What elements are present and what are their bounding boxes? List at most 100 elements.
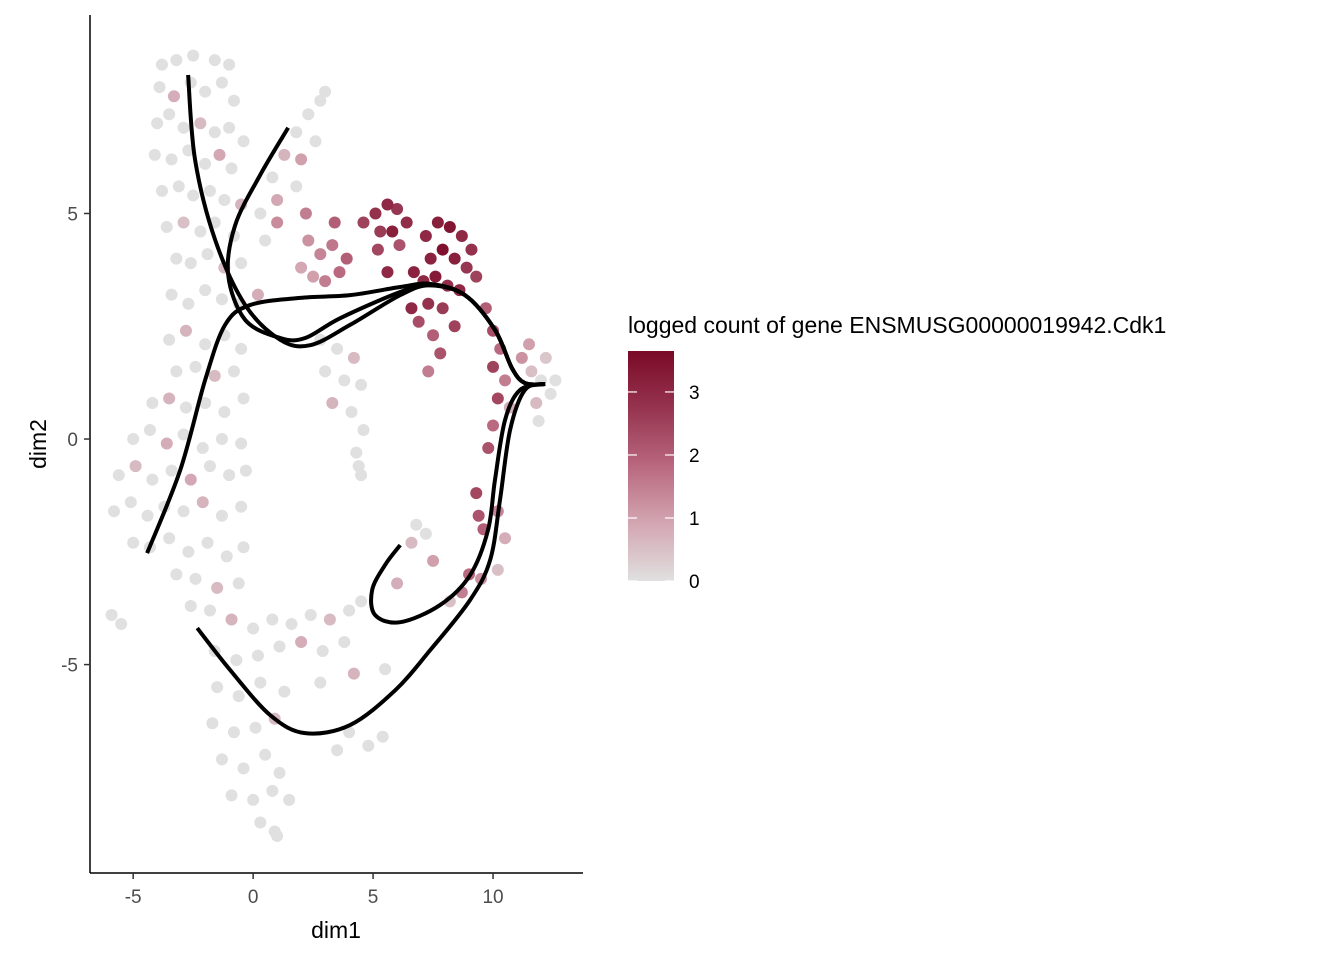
data-point <box>319 365 332 378</box>
data-point <box>523 338 536 351</box>
data-point <box>165 153 178 166</box>
data-point <box>424 252 437 265</box>
data-point <box>376 730 389 743</box>
data-point <box>278 148 291 161</box>
data-point <box>129 460 142 473</box>
data-point <box>338 374 351 387</box>
data-point <box>155 58 168 71</box>
data-point <box>304 608 317 621</box>
data-point <box>182 144 195 157</box>
data-point <box>539 351 552 364</box>
data-point <box>160 437 173 450</box>
data-point <box>412 315 425 328</box>
trajectory-curve <box>369 382 546 625</box>
data-point <box>419 230 432 243</box>
data-point <box>347 351 360 364</box>
data-point <box>381 266 394 279</box>
data-point <box>499 532 512 545</box>
data-point <box>362 739 375 752</box>
data-point <box>177 121 190 134</box>
data-point <box>273 766 286 779</box>
data-point <box>381 198 394 211</box>
data-point <box>237 541 250 554</box>
data-point <box>448 320 461 333</box>
data-point <box>472 509 485 522</box>
data-point <box>225 613 238 626</box>
data-point <box>465 243 478 256</box>
data-point <box>530 396 543 409</box>
data-point <box>369 207 382 220</box>
y-ticks: -5 0 5 <box>61 204 90 677</box>
data-point <box>184 599 197 612</box>
data-point <box>400 216 413 229</box>
data-point <box>146 396 159 409</box>
trajectory-curve <box>195 382 546 736</box>
data-point <box>326 396 339 409</box>
data-point <box>427 329 440 342</box>
data-point <box>235 257 248 270</box>
data-point <box>391 577 404 590</box>
data-point <box>290 180 303 193</box>
data-point <box>206 717 219 730</box>
data-point <box>290 126 303 139</box>
data-point <box>302 108 315 121</box>
data-point <box>247 793 260 806</box>
data-point <box>179 324 192 337</box>
y-tick-label: 5 <box>67 204 78 225</box>
data-point <box>182 297 195 310</box>
data-point <box>343 726 356 739</box>
data-point <box>203 184 216 197</box>
data-point <box>146 473 159 486</box>
data-point <box>220 550 233 563</box>
legend-tick-label: 1 <box>689 509 700 530</box>
data-point <box>379 663 392 676</box>
data-point <box>436 243 449 256</box>
data-point <box>179 401 192 414</box>
data-point <box>235 342 248 355</box>
data-point <box>230 654 243 667</box>
data-point <box>333 266 346 279</box>
data-point <box>223 58 236 71</box>
data-point <box>254 676 267 689</box>
trajectory-curve <box>186 74 546 387</box>
data-point <box>215 753 228 766</box>
data-point <box>148 148 161 161</box>
data-point <box>235 500 248 513</box>
legend-tick-label: 0 <box>689 572 700 593</box>
y-axis-title: dim2 <box>25 419 51 469</box>
data-point <box>314 94 327 107</box>
data-point <box>201 248 214 261</box>
data-point <box>112 469 125 482</box>
data-point <box>163 333 176 346</box>
data-point <box>237 135 250 148</box>
data-point <box>352 460 365 473</box>
data-point <box>215 293 228 306</box>
data-point <box>460 261 473 274</box>
data-point <box>167 90 180 103</box>
data-point <box>515 351 528 364</box>
data-point <box>165 288 178 301</box>
data-point <box>295 261 308 274</box>
data-point <box>163 532 176 545</box>
data-point <box>170 54 183 67</box>
data-point <box>357 424 370 437</box>
data-point <box>491 563 504 576</box>
data-point <box>443 221 456 234</box>
data-point <box>151 117 164 130</box>
data-point <box>155 184 168 197</box>
data-point <box>177 216 190 229</box>
data-point <box>419 527 432 540</box>
data-point <box>163 392 176 405</box>
data-point <box>299 207 312 220</box>
data-point <box>345 405 358 418</box>
data-point <box>271 193 284 206</box>
data-point <box>391 202 404 215</box>
data-point <box>199 85 212 98</box>
data-point <box>105 608 118 621</box>
data-point <box>283 793 296 806</box>
x-ticks: -5 0 5 10 <box>125 873 504 908</box>
data-point <box>357 216 370 229</box>
data-point <box>254 207 267 220</box>
data-point <box>436 302 449 315</box>
